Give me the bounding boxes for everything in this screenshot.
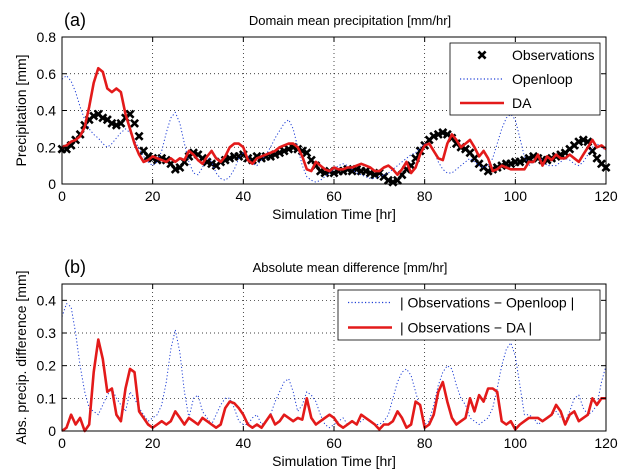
y-tick-label: 0.6 — [37, 66, 57, 82]
x-tick-label: 100 — [504, 188, 528, 204]
x-tick-label: 120 — [594, 435, 618, 451]
x-tick-label: 60 — [326, 188, 342, 204]
legend: Observations Openloop DA — [449, 42, 601, 116]
x-tick-label: 120 — [594, 188, 618, 204]
x-tick-label: 0 — [58, 435, 66, 451]
legend-key-marker — [477, 50, 487, 60]
series-da — [61, 66, 607, 177]
y-tick-label: 0.4 — [37, 292, 57, 308]
legend-label: Observations — [512, 47, 594, 63]
panel-b: 0 20 40 60 80 100 120 0 0.1 0.2 0.3 0.4 (b) Absolute … — [13, 257, 618, 469]
series-observations-da — [61, 338, 606, 433]
legend-label: Openloop — [512, 71, 573, 87]
legend-label: | Observations − Openloop | — [400, 295, 574, 311]
x-tick-label: 20 — [145, 188, 161, 204]
x-tick-label: 80 — [417, 435, 433, 451]
chart-title: Domain mean precipitation [mm/hr] — [249, 13, 451, 28]
panel-a: 0 20 40 60 80 100 120 0 0.2 0.4 0.6 0.8 (a) Domain me… — [13, 10, 618, 222]
legend: | Observations − Openloop | | Observation… — [337, 289, 601, 341]
y-tick-label: 0.2 — [37, 139, 57, 155]
y-axis-label: Abs. precip. difference [mm] — [13, 270, 29, 444]
y-tick-label: 0.2 — [37, 358, 57, 374]
x-tick-label: 40 — [236, 188, 252, 204]
x-axis-label: Simulation Time [hr] — [272, 206, 396, 222]
legend-label: | Observations − DA | — [400, 320, 532, 336]
observation-marker — [587, 146, 597, 156]
x-tick-label: 40 — [236, 435, 252, 451]
panel-label: (b) — [64, 257, 86, 277]
x-tick-label: 20 — [145, 435, 161, 451]
legend-box — [337, 289, 601, 341]
legend-label: DA — [512, 95, 532, 111]
y-tick-label: 0.4 — [37, 103, 57, 119]
x-tick-label: 60 — [326, 435, 342, 451]
x-tick-label: 100 — [504, 435, 528, 451]
y-axis-label: Precipitation [mm] — [13, 54, 29, 166]
observation-marker — [134, 131, 144, 141]
panel-label: (a) — [64, 10, 86, 30]
observation-marker — [302, 148, 312, 158]
x-tick-label: 80 — [417, 188, 433, 204]
series-line — [61, 338, 606, 433]
y-tick-label: 0 — [48, 176, 56, 192]
x-axis-label: Simulation Time [hr] — [272, 453, 396, 469]
chart-title: Absolute mean difference [mm/hr] — [253, 260, 448, 275]
y-tick-label: 0 — [48, 423, 56, 439]
observation-marker — [130, 118, 140, 128]
y-tick-label: 0.8 — [37, 29, 57, 45]
observation-marker — [125, 109, 135, 119]
y-tick-label: 0.3 — [37, 325, 57, 341]
x-tick-label: 0 — [58, 188, 66, 204]
y-tick-label: 0.1 — [37, 390, 57, 406]
series-line — [61, 66, 607, 177]
